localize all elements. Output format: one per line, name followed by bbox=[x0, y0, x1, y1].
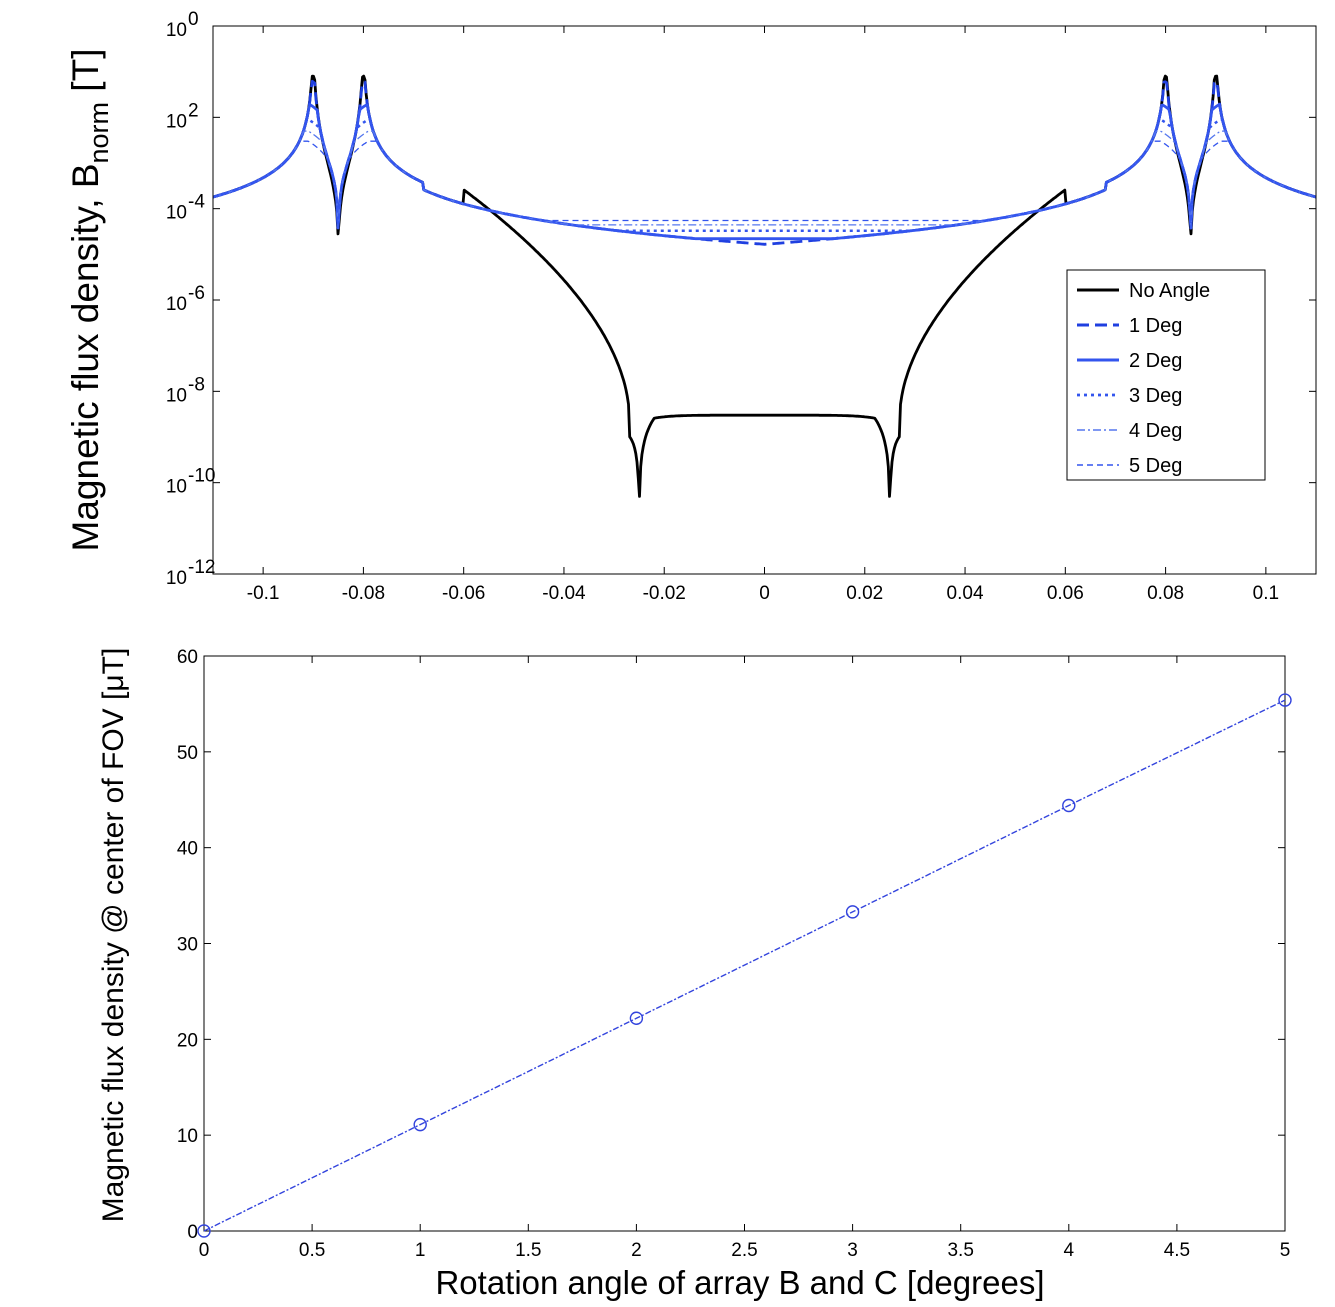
data-point-marker bbox=[1278, 693, 1292, 707]
top-chart: -0.1 -0.08 -0.06 -0.04 -0.02 0 0.02 0.04 0.06 0.0… bbox=[65, 9, 1317, 604]
legend-label: 2 Deg bbox=[1129, 350, 1182, 372]
bottom-plot-area bbox=[203, 655, 1286, 1232]
legend-box bbox=[1066, 269, 1266, 481]
top-x-tick-label: -0.06 bbox=[442, 583, 485, 604]
legend-label: 5 Deg bbox=[1129, 455, 1182, 477]
bottom-series-line bbox=[203, 699, 1286, 1232]
top-x-tick-label: 0.08 bbox=[1147, 583, 1184, 604]
top-y-tick-label: 10 bbox=[166, 568, 187, 589]
bottom-x-tick-label: 4.5 bbox=[1164, 1240, 1190, 1261]
top-y-tick-exponent: 0 bbox=[188, 9, 199, 30]
legend: No Angle 1 Deg 2 Deg 3 Deg 4 Deg 5 Deg bbox=[1066, 269, 1266, 481]
legend-label: 4 Deg bbox=[1129, 420, 1182, 442]
bottom-y-tick-label: 30 bbox=[177, 935, 198, 956]
bottom-x-tick-label: 4 bbox=[1064, 1240, 1075, 1261]
top-y-tick-exponent: -4 bbox=[188, 192, 205, 213]
top-x-tick-label: -0.1 bbox=[247, 583, 280, 604]
top-y-tick-label: 10 bbox=[166, 385, 187, 406]
bottom-y-ticks: 0 10 20 30 40 50 60 bbox=[177, 647, 1285, 1243]
top-y-tick-label: 10 bbox=[166, 294, 187, 315]
bottom-x-axis-label: Rotation angle of array B and C [degrees… bbox=[435, 1264, 1044, 1301]
top-plot-frame bbox=[212, 25, 1317, 575]
bottom-x-tick-label: 2.5 bbox=[731, 1240, 757, 1261]
top-y-tick-exponent: -12 bbox=[188, 557, 215, 578]
top-y-tick-label: 10 bbox=[166, 477, 187, 498]
top-series-line bbox=[212, 140, 1317, 229]
bottom-series-group bbox=[197, 693, 1292, 1238]
top-x-tick-label: -0.08 bbox=[342, 583, 385, 604]
bottom-x-tick-label: 3 bbox=[847, 1240, 858, 1261]
top-x-tick-label: -0.02 bbox=[643, 583, 686, 604]
top-y-tick-exponent: -10 bbox=[188, 466, 215, 487]
top-y-tick-label: 10 bbox=[166, 20, 187, 41]
top-x-tick-label: 0.02 bbox=[846, 583, 883, 604]
legend-label: No Angle bbox=[1129, 280, 1210, 302]
top-x-tick-label: 0.04 bbox=[947, 583, 984, 604]
bottom-x-tick-label: 2 bbox=[631, 1240, 642, 1261]
legend-label: 3 Deg bbox=[1129, 385, 1182, 407]
bottom-x-tick-label: 5 bbox=[1280, 1240, 1291, 1261]
top-y-tick-exponent: -8 bbox=[188, 374, 205, 395]
data-point-marker bbox=[1062, 798, 1076, 813]
bottom-chart: 0 0.5 1 1.5 2 2.5 3 3.5 4 4.5 5 0 10 20 30 40 50 60 Rota… bbox=[97, 647, 1292, 1301]
top-x-ticks: -0.1 -0.08 -0.06 -0.04 -0.02 0 0.02 0.04 0.06 0.0… bbox=[247, 26, 1279, 604]
data-point-marker bbox=[197, 1224, 211, 1238]
bottom-y-tick-label: 20 bbox=[177, 1030, 198, 1051]
bottom-y-tick-label: 50 bbox=[177, 743, 198, 764]
top-y-axis-label: Magnetic flux density, Bnorm [T] bbox=[65, 49, 114, 552]
top-y-tick-exponent: -6 bbox=[188, 283, 205, 304]
top-y-tick-label: 10 bbox=[166, 111, 187, 132]
bottom-y-tick-label: 0 bbox=[187, 1222, 198, 1243]
bottom-x-tick-label: 0 bbox=[199, 1240, 210, 1261]
data-point-marker bbox=[629, 1011, 644, 1025]
legend-label: 1 Deg bbox=[1129, 315, 1182, 337]
top-x-tick-label: -0.04 bbox=[542, 583, 586, 604]
top-x-tick-label: 0.1 bbox=[1253, 583, 1279, 604]
data-point-marker bbox=[413, 1117, 427, 1132]
top-y-tick-exponent: 2 bbox=[188, 100, 199, 121]
bottom-y-tick-label: 40 bbox=[177, 839, 198, 860]
data-point-marker bbox=[845, 905, 860, 919]
bottom-x-ticks: 0 0.5 1 1.5 2 2.5 3 3.5 4 4.5 5 bbox=[199, 656, 1291, 1261]
bottom-x-tick-label: 1.5 bbox=[515, 1240, 541, 1261]
bottom-y-tick-label: 10 bbox=[177, 1126, 198, 1147]
bottom-y-tick-label: 60 bbox=[177, 647, 198, 668]
top-x-tick-label: 0 bbox=[759, 583, 770, 604]
top-series-group bbox=[212, 74, 1317, 498]
bottom-y-axis-label: Magnetic flux density @ center of FOV [μ… bbox=[97, 648, 130, 1223]
bottom-x-tick-label: 0.5 bbox=[299, 1240, 325, 1261]
top-x-tick-label: 0.06 bbox=[1047, 583, 1084, 604]
bottom-x-tick-label: 1 bbox=[415, 1240, 426, 1261]
top-y-tick-label: 10 bbox=[166, 203, 187, 224]
bottom-x-tick-label: 3.5 bbox=[947, 1240, 973, 1261]
